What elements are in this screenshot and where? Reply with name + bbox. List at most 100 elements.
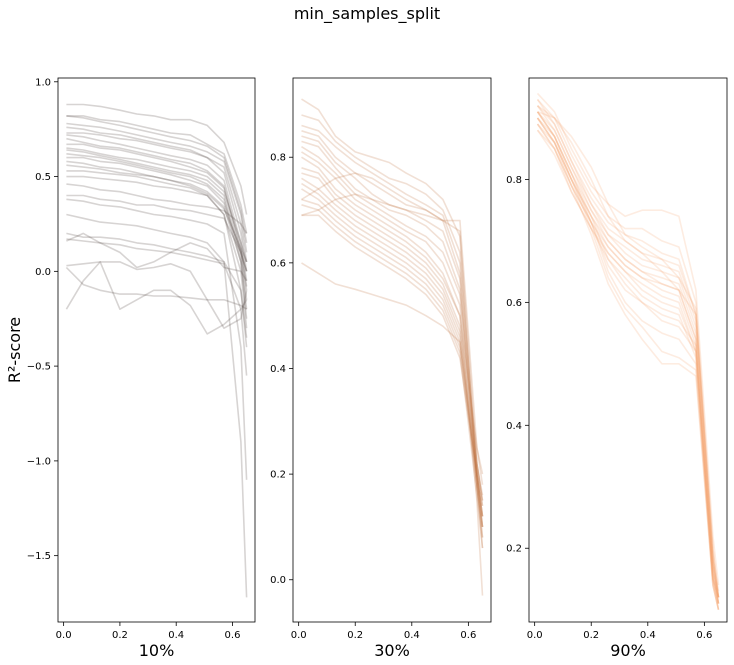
series-line xyxy=(301,140,484,506)
series-line xyxy=(536,129,720,610)
series-line xyxy=(301,146,484,527)
x-tick-label: 0.2 xyxy=(583,630,599,641)
series-line xyxy=(536,111,720,604)
series-line xyxy=(301,151,484,538)
series-line xyxy=(301,177,484,517)
series-line xyxy=(66,232,248,348)
series-line xyxy=(301,262,484,517)
series-line xyxy=(66,153,248,310)
series-group xyxy=(65,103,248,598)
series-line xyxy=(537,111,720,598)
series-group xyxy=(301,98,484,596)
series-line xyxy=(301,172,484,496)
series-line xyxy=(66,149,248,300)
x-tick-label: 0.0 xyxy=(291,630,307,641)
series-line xyxy=(537,105,720,598)
series-line xyxy=(536,123,720,610)
series-line xyxy=(66,175,248,329)
x-tick-label: 0.2 xyxy=(112,630,128,641)
series-line xyxy=(66,126,248,263)
series-line xyxy=(66,115,248,234)
series-line xyxy=(301,130,484,527)
y-tick-label: 0.4 xyxy=(270,364,286,375)
x-tick-label: 0.0 xyxy=(56,630,72,641)
series-line xyxy=(536,105,720,592)
y-tick-label: −1.0 xyxy=(27,456,51,467)
x-tick-label: 0.4 xyxy=(404,630,420,641)
series-line xyxy=(301,193,484,485)
series-line xyxy=(66,183,248,234)
axes-frame xyxy=(57,77,256,623)
series-line xyxy=(66,132,248,272)
y-tick-label: 0.8 xyxy=(270,153,286,164)
y-tick-label: 0.8 xyxy=(506,175,522,186)
series-line xyxy=(301,156,484,596)
series-line xyxy=(301,182,484,528)
series-line xyxy=(301,188,484,506)
y-tick-label: 0.0 xyxy=(270,575,286,586)
series-line xyxy=(536,105,720,598)
series-line xyxy=(536,98,720,598)
series-line xyxy=(66,198,248,480)
y-tick-label: −0.5 xyxy=(27,362,51,373)
series-line xyxy=(301,172,484,501)
series-group xyxy=(536,92,720,610)
y-tick-label: 0.4 xyxy=(506,421,522,432)
x-axis-label: 90% xyxy=(610,641,646,660)
series-line xyxy=(66,147,248,263)
y-tick-label: 0.6 xyxy=(506,298,522,309)
series-line xyxy=(536,117,720,604)
x-tick-label: 0.6 xyxy=(696,630,712,641)
x-tick-label: 0.6 xyxy=(460,630,476,641)
series-line xyxy=(301,198,484,528)
series-line xyxy=(66,143,248,291)
series-line xyxy=(536,111,720,604)
series-line xyxy=(66,194,248,272)
panel-10pct: 0.0 0.2 0.4 0.6 1.0 0.5 0.0 −0.5 −1.0 −1.5 10% R²-s… xyxy=(5,77,256,660)
axes-frame xyxy=(528,77,728,623)
series-line xyxy=(536,111,720,598)
series-line xyxy=(66,170,248,338)
x-axis-label: 30% xyxy=(374,641,410,660)
x-tick-label: 0.4 xyxy=(640,630,656,641)
x-axis-label: 10% xyxy=(139,641,175,660)
series-line xyxy=(66,115,248,244)
x-tick-label: 0.6 xyxy=(225,630,241,641)
series-line xyxy=(536,99,720,598)
series-line xyxy=(301,167,484,475)
series-line xyxy=(66,164,248,263)
series-line xyxy=(536,123,720,598)
series-line xyxy=(66,238,248,376)
y-tick-label: 0.0 xyxy=(35,267,51,278)
series-line xyxy=(66,232,248,282)
series-line xyxy=(66,122,248,253)
series-line xyxy=(66,134,248,281)
series-line xyxy=(301,214,484,517)
x-tick-label: 0.4 xyxy=(168,630,184,641)
y-tick-label: 0.5 xyxy=(35,172,51,183)
series-line xyxy=(301,135,484,549)
series-line xyxy=(66,160,248,319)
series-line xyxy=(301,204,484,549)
y-tick-label: 0.2 xyxy=(270,470,286,481)
series-line xyxy=(536,117,720,604)
series-line xyxy=(536,123,720,604)
series-line xyxy=(66,103,248,215)
series-line xyxy=(66,261,248,330)
axes-frame xyxy=(292,77,492,623)
series-line xyxy=(301,114,484,517)
x-tick-label: 0.2 xyxy=(347,630,363,641)
y-tick-label: −1.5 xyxy=(27,551,51,562)
series-line xyxy=(65,266,248,310)
series-line xyxy=(66,213,248,598)
series-line xyxy=(65,261,248,335)
series-line xyxy=(536,117,720,604)
y-tick-label: 0.2 xyxy=(506,544,522,555)
y-axis-label: R²-score xyxy=(5,317,24,383)
panel-30pct: 0.0 0.2 0.4 0.6 0.8 0.6 0.4 0.2 0.0 30% xyxy=(270,77,492,660)
series-line xyxy=(536,111,720,610)
figure-title: min_samples_split xyxy=(293,4,441,23)
series-line xyxy=(536,92,720,586)
panel-90pct: 0.0 0.2 0.4 0.6 0.8 0.6 0.4 0.2 90% xyxy=(506,77,728,660)
